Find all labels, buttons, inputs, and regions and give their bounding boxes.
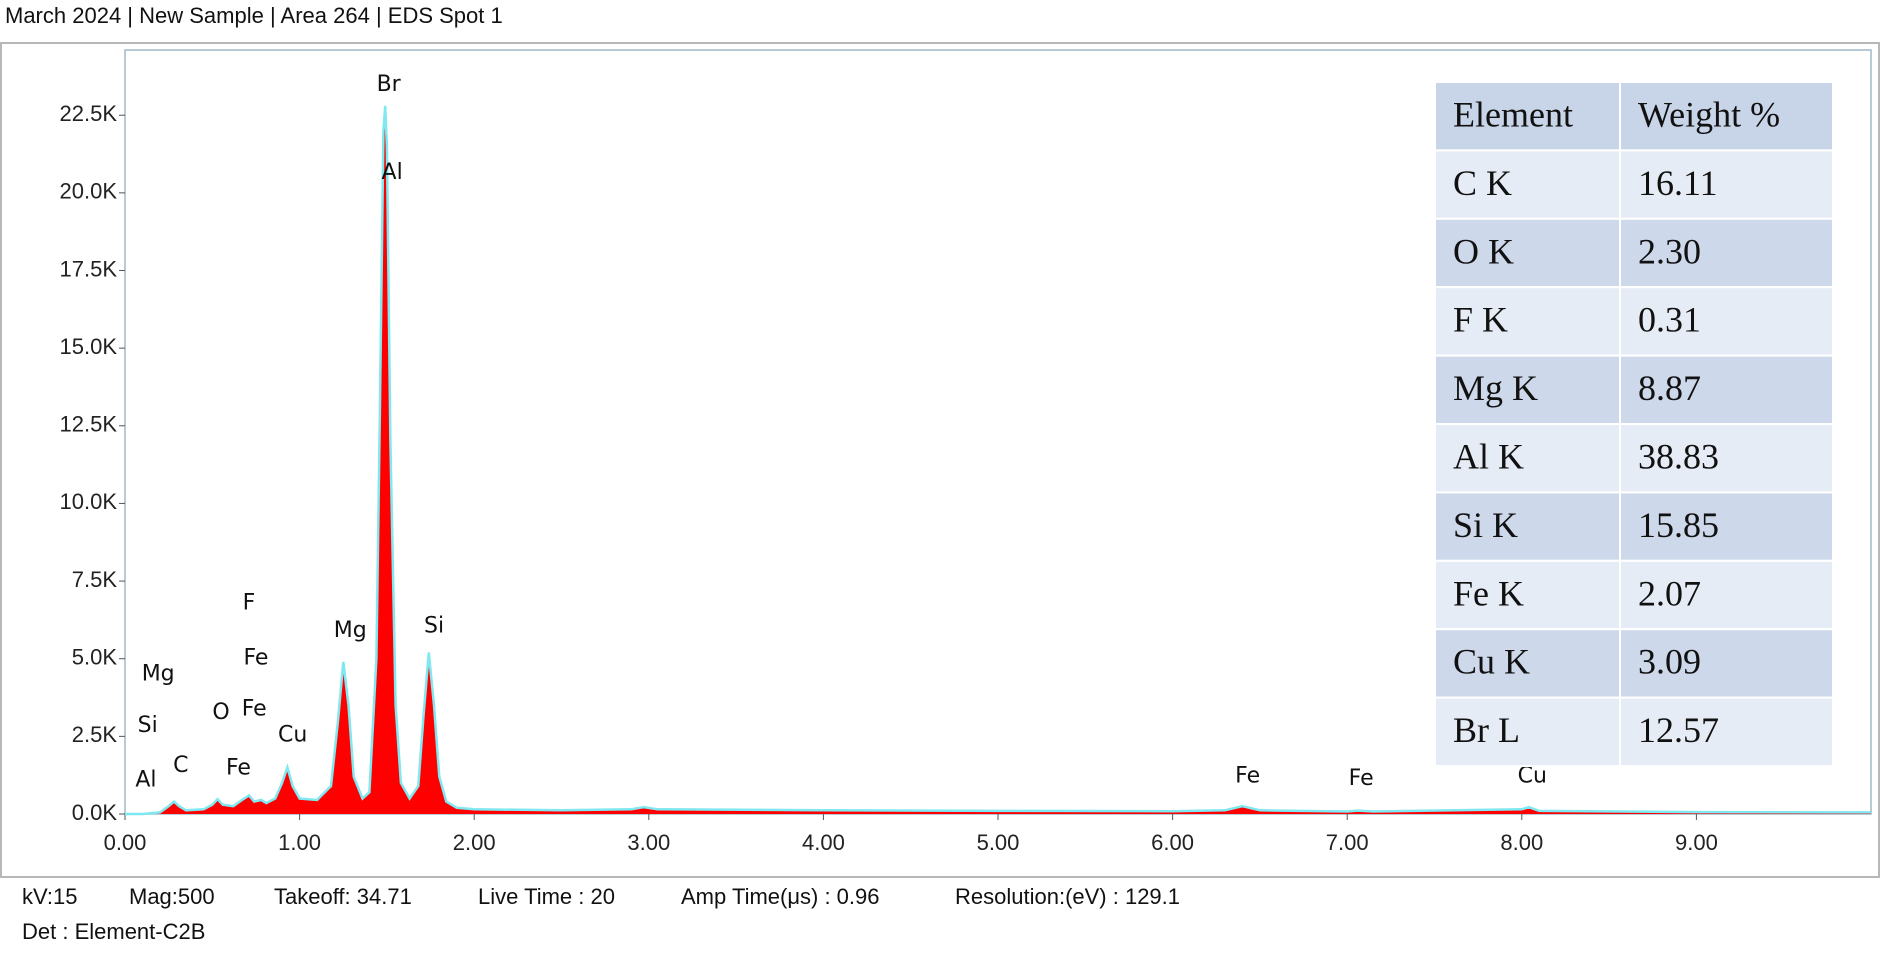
table-cell: 3.09: [1638, 642, 1701, 682]
peak-label: Fe: [243, 646, 268, 671]
acquisition-info: Amp Time(μs) : 0.96: [681, 884, 880, 909]
table-cell: Br L: [1453, 710, 1520, 750]
acquisition-info: Det : Element-C2B: [22, 919, 205, 944]
table-cell: O K: [1453, 231, 1514, 271]
y-tick-label: 2.5K: [72, 722, 118, 747]
table-cell: 2.30: [1638, 231, 1701, 271]
table-cell: C K: [1453, 163, 1512, 203]
peak-label: Fe: [1235, 764, 1260, 789]
table-cell: 38.83: [1638, 436, 1719, 476]
table-row: [1434, 491, 1834, 562]
peak-label: Fe: [1349, 766, 1374, 791]
spectrum-line: [125, 105, 1872, 816]
acquisition-info: kV:15: [22, 884, 77, 909]
table-cell: F K: [1453, 300, 1508, 340]
table-header-cell: Element: [1453, 94, 1573, 134]
x-tick-label: 3.00: [627, 830, 670, 855]
table-header-cell: Weight %: [1638, 94, 1780, 134]
acquisition-info: Mag:500: [129, 884, 215, 909]
x-tick-label: 9.00: [1675, 830, 1718, 855]
peak-label: C: [173, 753, 188, 778]
table-cell: 12.57: [1638, 710, 1719, 750]
table-row: [1434, 217, 1834, 289]
peak-label: Al: [382, 160, 403, 185]
table-cell: 0.31: [1638, 300, 1701, 340]
table-header-row: [1434, 81, 1834, 152]
peak-label: Si: [138, 713, 158, 738]
table-cell: Mg K: [1453, 368, 1538, 408]
table-cell: 8.87: [1638, 368, 1701, 408]
table-row: [1434, 354, 1834, 426]
y-tick-label: 5.0K: [72, 645, 118, 670]
chart-title: March 2024 | New Sample | Area 264 | EDS…: [5, 3, 503, 28]
x-tick-label: 4.00: [802, 830, 845, 855]
peak-label: Cu: [1518, 764, 1547, 789]
peak-label: Br: [377, 72, 402, 97]
table-row: [1434, 286, 1834, 357]
peak-label: O: [212, 700, 229, 725]
acquisition-info: Takeoff: 34.71: [274, 884, 412, 909]
y-tick-label: 0.0K: [72, 800, 118, 825]
peak-label: Fe: [226, 755, 251, 780]
table-cell: 15.85: [1638, 505, 1719, 545]
peak-label: F: [243, 590, 256, 615]
acquisition-info: Resolution:(eV) : 129.1: [955, 884, 1180, 909]
table-row: [1434, 559, 1834, 631]
table-row: [1434, 628, 1834, 699]
x-tick-label: 7.00: [1326, 830, 1369, 855]
peak-label: Al: [135, 767, 156, 792]
table-cell: 2.07: [1638, 573, 1701, 613]
table-cell: Cu K: [1453, 642, 1530, 682]
peak-label: Si: [424, 613, 444, 638]
acquisition-info: Live Time : 20: [478, 884, 615, 909]
y-tick-label: 20.0K: [60, 179, 118, 204]
table-cell: Si K: [1453, 505, 1518, 545]
y-tick-label: 7.5K: [72, 567, 118, 592]
x-tick-label: 5.00: [977, 830, 1020, 855]
peak-label: Cu: [278, 723, 307, 748]
y-tick-label: 22.5K: [60, 101, 118, 126]
peak-label: Mg: [142, 662, 175, 687]
x-tick-label: 6.00: [1151, 830, 1194, 855]
x-tick-label: 2.00: [453, 830, 496, 855]
peak-label: Fe: [242, 696, 267, 721]
y-tick-label: 10.0K: [60, 489, 118, 514]
table-cell: 16.11: [1638, 163, 1718, 203]
table-cell: Al K: [1453, 436, 1524, 476]
table-row: [1434, 423, 1834, 494]
y-tick-label: 17.5K: [60, 256, 118, 281]
x-tick-label: 8.00: [1500, 830, 1543, 855]
y-tick-label: 15.0K: [60, 334, 118, 359]
y-tick-label: 12.5K: [60, 412, 118, 437]
x-tick-label: 1.00: [278, 830, 321, 855]
table-row: [1434, 149, 1834, 220]
peak-label: Mg: [334, 618, 367, 643]
x-tick-label: 0.00: [104, 830, 147, 855]
table-cell: Fe K: [1453, 573, 1524, 613]
table-row: [1434, 696, 1834, 767]
